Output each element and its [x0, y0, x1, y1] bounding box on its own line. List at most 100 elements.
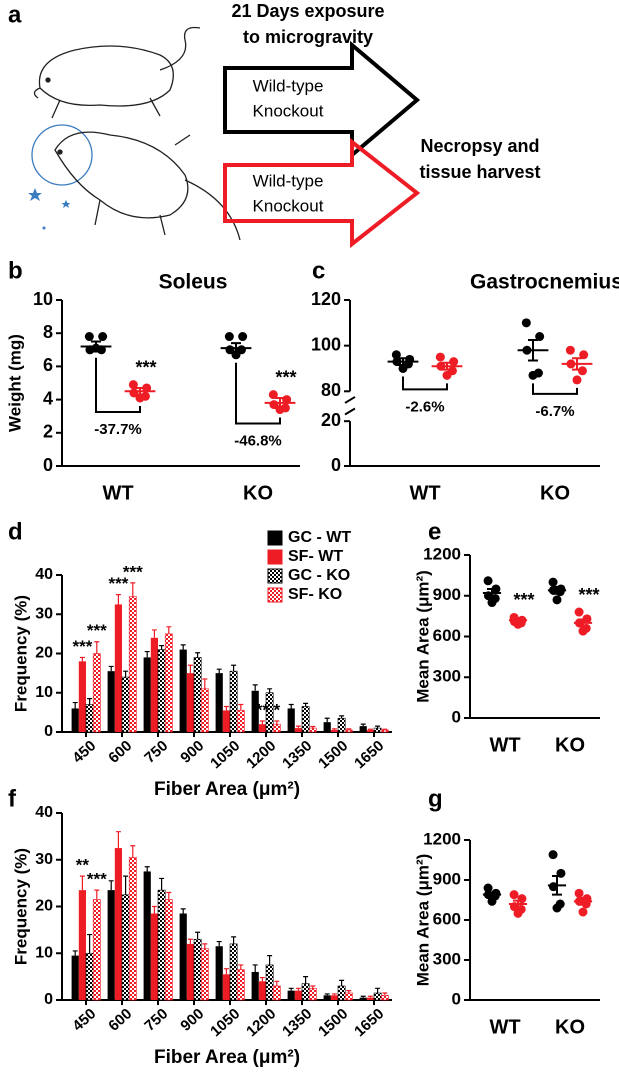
- arrow-text: Wild-type: [253, 76, 324, 95]
- arrow-text: Knockout: [253, 101, 324, 120]
- error-bar: [79, 875, 85, 891]
- data-point: [565, 345, 575, 355]
- x-tick-label: 1500: [315, 1005, 351, 1040]
- error-bar: [166, 891, 172, 900]
- bar: [265, 964, 274, 1001]
- y-tick-label: 0: [452, 707, 461, 726]
- data-point: [579, 350, 589, 360]
- bar: [222, 974, 230, 1000]
- data-point: [548, 577, 558, 587]
- data-point: [442, 370, 452, 380]
- panel-label: e: [428, 518, 441, 545]
- x-tick-label: 600: [105, 737, 135, 766]
- bar: [85, 704, 94, 733]
- legend-label: SF- KO: [288, 586, 342, 603]
- change-label: -37.7%: [94, 421, 142, 438]
- bar: [107, 671, 115, 732]
- error-bar: [87, 698, 93, 705]
- error-bar: [331, 728, 337, 731]
- error-bar: [144, 650, 150, 658]
- error-bar: [375, 725, 381, 729]
- error-bar: [72, 701, 78, 709]
- change-label: -6.7%: [535, 403, 574, 420]
- arrow-shape: [223, 137, 421, 249]
- legend-label: GC - WT: [288, 529, 351, 546]
- bar: [337, 985, 346, 1001]
- error-bar: [303, 976, 309, 984]
- error-bar: [360, 995, 366, 998]
- bar: [323, 722, 331, 732]
- outcome-text: Necropsy and: [420, 136, 539, 156]
- bar: [121, 894, 130, 1001]
- bar: [128, 596, 137, 733]
- error-bar: [187, 938, 193, 944]
- error-bar: [123, 670, 129, 678]
- y-tick-label: 40: [35, 804, 53, 821]
- error-bar: [130, 845, 136, 858]
- data-point: [483, 576, 493, 586]
- y-axis-label: Weight (mg): [5, 334, 24, 432]
- x-tick-label: KO: [555, 734, 585, 756]
- mouse-illustration: [31, 26, 241, 241]
- data-point: [577, 366, 587, 376]
- significance-label: *: [273, 700, 280, 719]
- bar: [215, 673, 223, 732]
- y-tick-label: 0: [44, 991, 53, 1008]
- error-bar: [295, 725, 301, 729]
- y-axis-label: Mean Area (μm²): [413, 854, 432, 987]
- data-point: [509, 890, 519, 900]
- error-bar: [274, 720, 280, 725]
- significance-label: ***: [108, 574, 128, 593]
- error-bar: [310, 985, 316, 989]
- bar: [287, 708, 295, 732]
- x-tick-label: WT: [409, 482, 440, 504]
- significance-label: ***: [578, 585, 599, 605]
- data-point: [98, 332, 108, 342]
- y-tick-label: 40: [35, 566, 53, 583]
- bar: [258, 981, 266, 1000]
- data-point: [548, 850, 558, 860]
- error-bar: [303, 702, 309, 707]
- bar: [222, 710, 230, 732]
- bar: [121, 676, 130, 733]
- bar: [92, 653, 101, 733]
- chart-title: Gastrocnemius: [470, 271, 619, 294]
- error-bar: [552, 585, 562, 595]
- data-point: [128, 380, 138, 390]
- y-tick-label: 0: [43, 455, 53, 475]
- bar: [143, 657, 151, 732]
- error-bar: [528, 338, 538, 362]
- bar: [337, 717, 346, 733]
- data-point: [574, 607, 584, 617]
- error-bar: [231, 664, 237, 672]
- data-point: [578, 626, 588, 636]
- bar: [157, 649, 166, 733]
- bar: [200, 948, 209, 1001]
- error-bar: [216, 668, 222, 674]
- x-tick-label: 1500: [315, 737, 351, 772]
- significance-label: ***: [87, 870, 107, 889]
- legend-label: GC - KO: [288, 567, 350, 584]
- y-tick-label: 30: [35, 851, 53, 868]
- bar: [179, 649, 187, 732]
- bar: [186, 673, 194, 732]
- significance-label: **: [76, 856, 90, 875]
- error-bar: [572, 357, 582, 371]
- bar: [85, 952, 94, 1001]
- error-bar: [367, 995, 373, 998]
- x-tick-label: 1200: [243, 737, 279, 772]
- y-tick-label: 120: [311, 289, 341, 309]
- significance-label: ***: [275, 367, 296, 387]
- bar: [359, 726, 367, 732]
- error-bar: [339, 715, 345, 719]
- significance-label: ***: [72, 637, 92, 656]
- bracket: [402, 376, 448, 391]
- x-tick-label: WT: [102, 482, 133, 504]
- data-point: [521, 318, 531, 328]
- change-label: -2.6%: [405, 398, 444, 415]
- bracket: [235, 362, 281, 425]
- bar: [78, 890, 86, 1000]
- axis-break: [344, 396, 356, 416]
- error-bar: [442, 361, 452, 371]
- bar: [301, 983, 310, 1001]
